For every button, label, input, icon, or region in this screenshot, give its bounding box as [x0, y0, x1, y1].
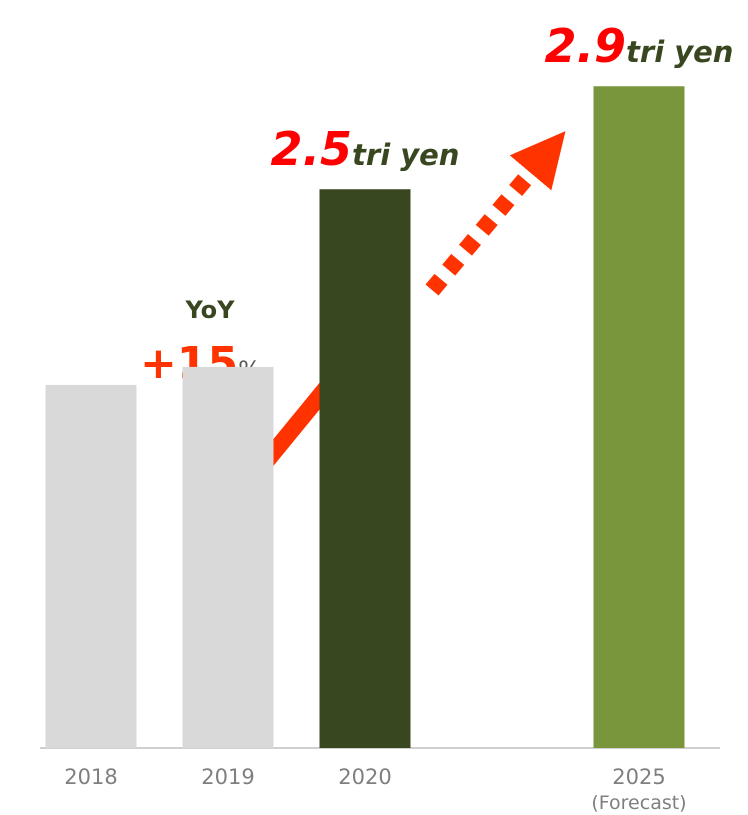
annotation-title: YoY [184, 296, 235, 324]
value-number: 2.5 [271, 122, 353, 176]
value-unit: tri yen [626, 35, 733, 69]
x-tick-label: 2019 [201, 765, 254, 789]
x-tick-label: 2020 [338, 765, 391, 789]
bar [593, 86, 685, 749]
x-tick-note: (Forecast) [591, 792, 686, 814]
bar [182, 366, 274, 748]
bar [45, 384, 137, 748]
value-label: 2.5tri yen [271, 122, 460, 176]
x-tick-label: 2018 [64, 765, 117, 789]
forecast-arrow [425, 131, 566, 296]
value-number: 2.9 [545, 19, 627, 73]
value-label: 2.9tri yen [545, 19, 734, 73]
x-tick-label: 2025 [612, 765, 665, 789]
bar [319, 189, 411, 748]
value-unit: tri yen [352, 138, 459, 172]
